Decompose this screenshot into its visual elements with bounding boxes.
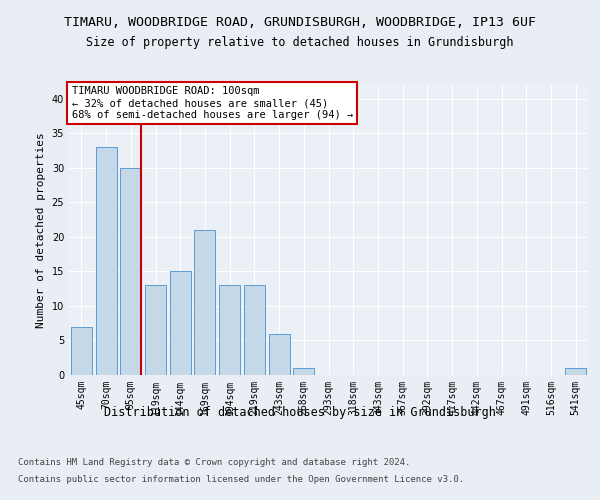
Text: TIMARU WOODBRIDGE ROAD: 100sqm
← 32% of detached houses are smaller (45)
68% of : TIMARU WOODBRIDGE ROAD: 100sqm ← 32% of … <box>71 86 353 120</box>
Bar <box>269 334 290 375</box>
Bar <box>170 272 191 375</box>
Bar <box>95 147 116 375</box>
Bar <box>120 168 141 375</box>
Bar <box>219 285 240 375</box>
Text: Size of property relative to detached houses in Grundisburgh: Size of property relative to detached ho… <box>86 36 514 49</box>
Bar <box>565 368 586 375</box>
Text: TIMARU, WOODBRIDGE ROAD, GRUNDISBURGH, WOODBRIDGE, IP13 6UF: TIMARU, WOODBRIDGE ROAD, GRUNDISBURGH, W… <box>64 16 536 29</box>
Bar <box>244 285 265 375</box>
Bar <box>145 285 166 375</box>
Text: Contains HM Land Registry data © Crown copyright and database right 2024.: Contains HM Land Registry data © Crown c… <box>18 458 410 467</box>
Bar <box>293 368 314 375</box>
Bar <box>71 326 92 375</box>
Text: Contains public sector information licensed under the Open Government Licence v3: Contains public sector information licen… <box>18 476 464 484</box>
Bar <box>194 230 215 375</box>
Text: Distribution of detached houses by size in Grundisburgh: Distribution of detached houses by size … <box>104 406 496 419</box>
Y-axis label: Number of detached properties: Number of detached properties <box>36 132 46 328</box>
